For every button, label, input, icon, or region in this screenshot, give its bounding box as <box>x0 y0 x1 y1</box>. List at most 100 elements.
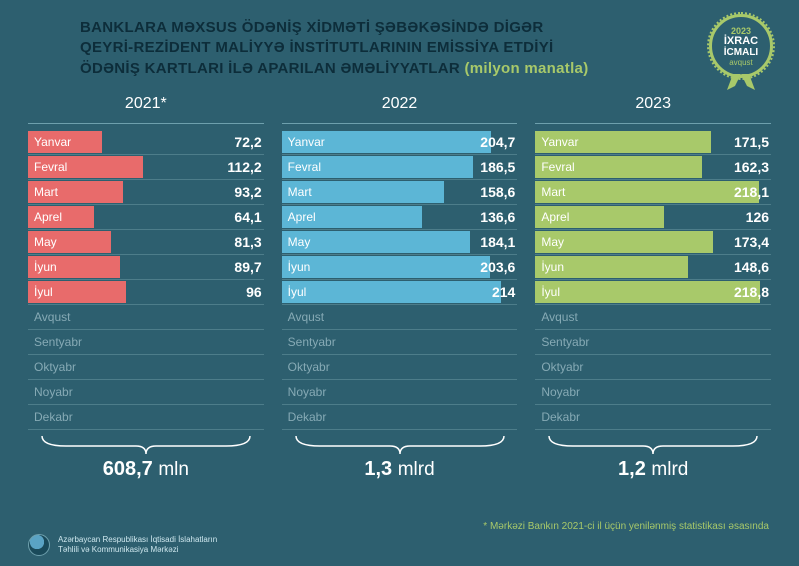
month-row: Mart218,1 <box>535 180 771 205</box>
month-label-empty: Dekabr <box>282 410 327 424</box>
badge-line-2: İCMALI <box>724 47 758 58</box>
month-label: Yanvar <box>535 135 578 149</box>
month-row: İyul218,8 <box>535 280 771 305</box>
month-row: May 81,3 <box>28 230 264 255</box>
month-label: Mart <box>282 185 312 199</box>
month-row: Dekabr <box>28 405 264 430</box>
month-row: Noyabr <box>535 380 771 405</box>
year-label: 2022 <box>282 95 518 124</box>
month-label-empty: Noyabr <box>28 385 73 399</box>
month-row: May 184,1 <box>282 230 518 255</box>
month-label: İyul <box>535 285 560 299</box>
month-row: Fevral 186,5 <box>282 155 518 180</box>
month-row: Avqust <box>282 305 518 330</box>
footer-logo-icon <box>28 534 50 556</box>
month-value: 89,7 <box>234 259 261 275</box>
title-line-2: QEYRİ-REZİDENT MALİYYƏ İNSTİTUTLARININ E… <box>80 39 554 56</box>
month-value: 158,6 <box>480 184 515 200</box>
month-label-empty: Sentyabr <box>28 335 82 349</box>
footnote: * Mərkəzi Bankın 2021-ci il üçün yenilən… <box>483 521 769 532</box>
month-label-empty: Noyabr <box>282 385 327 399</box>
month-value: 93,2 <box>234 184 261 200</box>
badge-line-1: İXRAC <box>724 36 758 47</box>
bar: İyul <box>28 281 126 303</box>
bar: Fevral <box>282 156 473 178</box>
month-label: Aprel <box>535 210 569 224</box>
month-value: 148,6 <box>734 259 769 275</box>
header: BANKLARA MƏXSUS ÖDƏNİŞ XİDMƏTİ ŞƏBƏKƏSİN… <box>0 0 799 89</box>
month-row: Yanvar72,2 <box>28 130 264 155</box>
month-label-empty: Sentyabr <box>535 335 589 349</box>
month-row: İyul214 <box>282 280 518 305</box>
month-value: 184,1 <box>480 234 515 250</box>
year-total: 1,3 mlrd <box>364 458 434 481</box>
footer: Azərbaycan Respublikası İqtisadi İslahat… <box>28 534 217 556</box>
year-label: 2021* <box>28 95 264 124</box>
month-row: Avqust <box>535 305 771 330</box>
month-label: Mart <box>535 185 565 199</box>
month-label-empty: Oktyabr <box>282 360 330 374</box>
month-label-empty: Dekabr <box>28 410 73 424</box>
export-badge: 2023 İXRAC İCMALI avqust <box>705 14 777 86</box>
month-label: İyul <box>282 285 307 299</box>
month-label: Aprel <box>282 210 316 224</box>
month-row: Sentyabr <box>535 330 771 355</box>
year-total: 608,7 mln <box>103 458 189 481</box>
month-row: Noyabr <box>28 380 264 405</box>
badge-year: 2023 <box>731 26 751 36</box>
month-row: İyun 89,7 <box>28 255 264 280</box>
month-label: Aprel <box>28 210 62 224</box>
month-value: 81,3 <box>234 234 261 250</box>
bar: İyul <box>535 281 759 303</box>
month-row: Aprel 136,6 <box>282 205 518 230</box>
month-row: Mart93,2 <box>28 180 264 205</box>
bar: Mart <box>282 181 445 203</box>
footer-text: Azərbaycan Respublikası İqtisadi İslahat… <box>58 535 217 554</box>
bar: Fevral <box>28 156 143 178</box>
total-brace: 608,7 mln <box>28 434 264 481</box>
ribbon-icon <box>721 74 761 92</box>
month-value: 96 <box>246 284 262 300</box>
month-label-empty: Avqust <box>535 310 577 324</box>
month-row: Oktyabr <box>28 355 264 380</box>
month-value: 186,5 <box>480 159 515 175</box>
month-label: Fevral <box>28 160 67 174</box>
month-row: Oktyabr <box>282 355 518 380</box>
month-label: İyul <box>28 285 53 299</box>
month-label: May <box>28 235 57 249</box>
month-label: Yanvar <box>28 135 71 149</box>
footer-line-1: Azərbaycan Respublikası İqtisadi İslahat… <box>58 535 217 544</box>
month-label: Fevral <box>282 160 321 174</box>
month-row: İyul 96 <box>28 280 264 305</box>
bar: Aprel <box>28 206 94 228</box>
month-row: Yanvar204,7 <box>282 130 518 155</box>
year-total: 1,2 mlrd <box>618 458 688 481</box>
bar: İyun <box>28 256 120 278</box>
bar: Mart <box>535 181 758 203</box>
bar: Yanvar <box>282 131 492 153</box>
month-label-empty: Avqust <box>282 310 324 324</box>
month-label-empty: Sentyabr <box>282 335 336 349</box>
month-value: 136,6 <box>480 209 515 225</box>
month-label-empty: Avqust <box>28 310 70 324</box>
year-column: 2021* Yanvar72,2 Fevral 112,2 Mart93,2 Aprel 6… <box>28 95 264 481</box>
year-label: 2023 <box>535 95 771 124</box>
bar: May <box>282 231 471 253</box>
month-label: Fevral <box>535 160 574 174</box>
month-row: İyun 148,6 <box>535 255 771 280</box>
month-row: Dekabr <box>282 405 518 430</box>
bar: May <box>28 231 111 253</box>
bar: İyun <box>282 256 491 278</box>
bar: İyun <box>535 256 687 278</box>
month-label-empty: Noyabr <box>535 385 580 399</box>
month-value: 173,4 <box>734 234 769 250</box>
title-unit: (milyon manatla) <box>465 60 589 77</box>
month-value: 112,2 <box>227 159 261 175</box>
month-row: Sentyabr <box>28 330 264 355</box>
month-label: İyun <box>282 260 311 274</box>
total-brace: 1,3 mlrd <box>282 434 518 481</box>
month-value: 162,3 <box>734 159 769 175</box>
badge-month: avqust <box>729 58 753 67</box>
month-row: Fevral 112,2 <box>28 155 264 180</box>
month-value: 64,1 <box>234 209 261 225</box>
